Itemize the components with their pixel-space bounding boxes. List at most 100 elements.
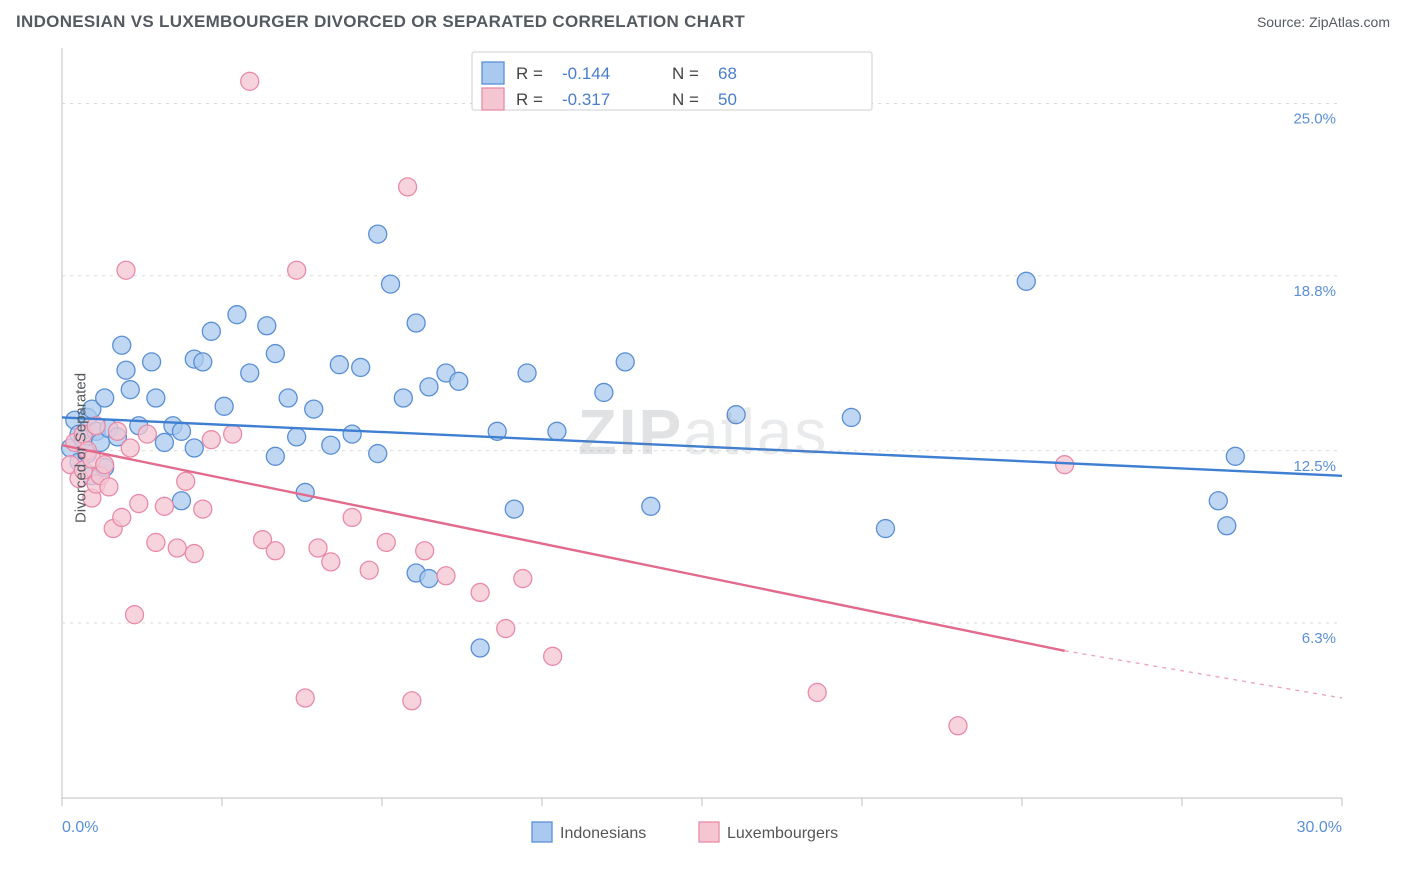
header-row: INDONESIAN VS LUXEMBOURGER DIVORCED OR S… xyxy=(12,12,1394,38)
data-point xyxy=(96,389,114,407)
legend-swatch xyxy=(482,62,504,84)
data-point xyxy=(155,497,173,515)
legend-swatch xyxy=(482,88,504,110)
data-point xyxy=(138,425,156,443)
data-point xyxy=(330,356,348,374)
data-point xyxy=(185,545,203,563)
data-point xyxy=(548,422,566,440)
data-point xyxy=(420,570,438,588)
data-point xyxy=(1218,517,1236,535)
data-point xyxy=(343,425,361,443)
data-point xyxy=(352,358,370,376)
x-end-label: 30.0% xyxy=(1297,819,1342,836)
data-point xyxy=(514,570,532,588)
data-point xyxy=(305,400,323,418)
source-prefix: Source: xyxy=(1257,14,1309,30)
data-point xyxy=(642,497,660,515)
data-point xyxy=(147,389,165,407)
data-point xyxy=(450,372,468,390)
data-point xyxy=(595,383,613,401)
data-point xyxy=(322,553,340,571)
source-attribution: Source: ZipAtlas.com xyxy=(1257,14,1390,30)
legend-r-value: -0.317 xyxy=(562,90,610,109)
data-point xyxy=(1226,447,1244,465)
legend-n-label: N = xyxy=(672,90,699,109)
data-point xyxy=(876,520,894,538)
y-tick-label: 25.0% xyxy=(1293,111,1336,128)
data-point xyxy=(147,533,165,551)
data-point xyxy=(121,439,139,457)
legend-r-value: -0.144 xyxy=(562,64,610,83)
data-point xyxy=(505,500,523,518)
x-start-label: 0.0% xyxy=(62,819,98,836)
data-point xyxy=(215,397,233,415)
data-point xyxy=(403,692,421,710)
trend-line-extension xyxy=(1065,651,1342,698)
data-point xyxy=(808,683,826,701)
data-point xyxy=(258,317,276,335)
legend-series-name: Luxembourgers xyxy=(727,825,838,842)
data-point xyxy=(224,425,242,443)
data-point xyxy=(394,389,412,407)
data-point xyxy=(518,364,536,382)
data-point xyxy=(437,567,455,585)
data-point xyxy=(399,178,417,196)
data-point xyxy=(1209,492,1227,510)
data-point xyxy=(343,508,361,526)
source-link[interactable]: ZipAtlas.com xyxy=(1309,14,1390,30)
data-point xyxy=(266,447,284,465)
data-point xyxy=(407,314,425,332)
data-point xyxy=(117,261,135,279)
data-point xyxy=(842,408,860,426)
data-point xyxy=(416,542,434,560)
trend-line xyxy=(62,445,1065,651)
data-point xyxy=(360,561,378,579)
legend-r-label: R = xyxy=(516,90,543,109)
data-point xyxy=(185,439,203,457)
data-point xyxy=(377,533,395,551)
data-point xyxy=(288,428,306,446)
data-point xyxy=(194,500,212,518)
data-point xyxy=(172,422,190,440)
data-point xyxy=(382,275,400,293)
data-point xyxy=(172,492,190,510)
data-point xyxy=(369,225,387,243)
data-point xyxy=(288,261,306,279)
data-point xyxy=(130,495,148,513)
data-point xyxy=(194,353,212,371)
data-point xyxy=(369,445,387,463)
data-point xyxy=(108,422,126,440)
legend-n-value: 50 xyxy=(718,90,737,109)
legend-series-name: Indonesians xyxy=(560,825,646,842)
data-point xyxy=(113,336,131,354)
data-point xyxy=(96,456,114,474)
chart-area: Divorced or Separated ZIPatlas 6.3%12.5%… xyxy=(12,38,1394,858)
data-point xyxy=(296,483,314,501)
data-point xyxy=(241,364,259,382)
legend-swatch xyxy=(699,822,719,842)
y-axis-label: Divorced or Separated xyxy=(73,373,90,523)
y-tick-label: 6.3% xyxy=(1302,630,1336,647)
data-point xyxy=(126,606,144,624)
data-point xyxy=(279,389,297,407)
data-point xyxy=(616,353,634,371)
data-point xyxy=(121,381,139,399)
data-point xyxy=(177,472,195,490)
data-point xyxy=(296,689,314,707)
y-tick-label: 12.5% xyxy=(1293,458,1336,475)
data-point xyxy=(266,542,284,560)
data-point xyxy=(544,647,562,665)
data-point xyxy=(471,639,489,657)
data-point xyxy=(727,406,745,424)
data-point xyxy=(949,717,967,735)
data-point xyxy=(228,306,246,324)
data-point xyxy=(1017,272,1035,290)
data-point xyxy=(202,322,220,340)
legend-n-value: 68 xyxy=(718,64,737,83)
data-point xyxy=(322,436,340,454)
data-point xyxy=(155,433,173,451)
data-point xyxy=(168,539,186,557)
data-point xyxy=(117,361,135,379)
y-tick-label: 18.8% xyxy=(1293,283,1336,300)
data-point xyxy=(266,345,284,363)
